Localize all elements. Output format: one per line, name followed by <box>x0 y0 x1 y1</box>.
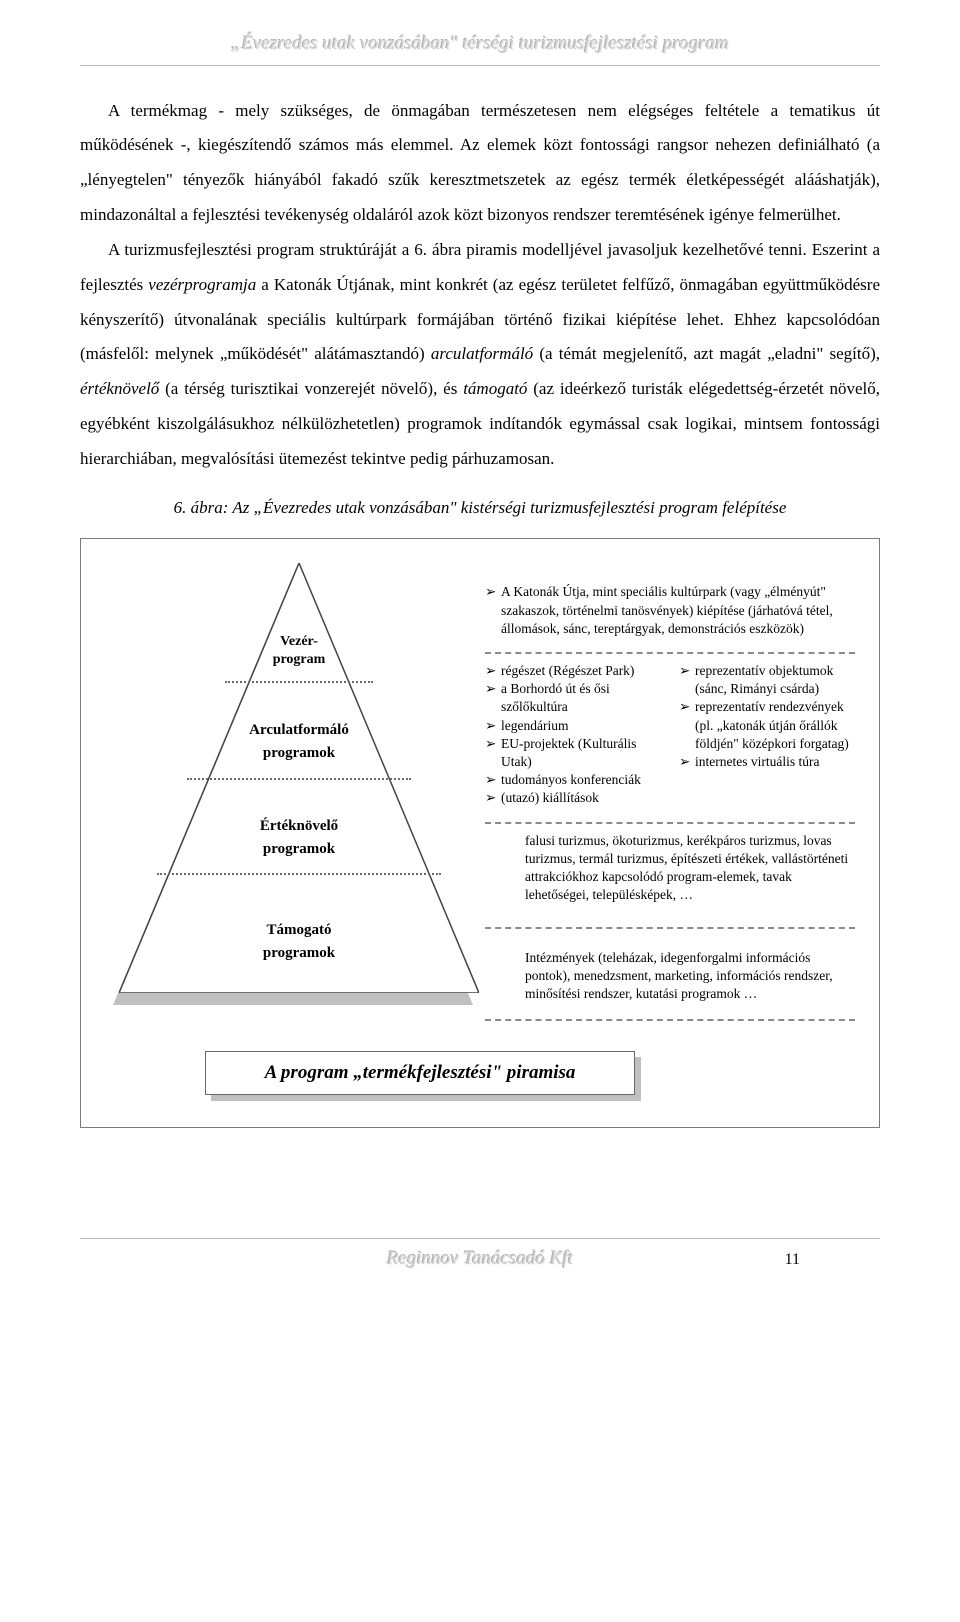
desc-third-text: falusi turizmus, ökoturizmus, kerékpáros… <box>525 833 848 903</box>
p2-em-tamogato: támogató <box>463 379 527 398</box>
pyramid-level-3: Értéknövelő programok <box>119 815 479 860</box>
bullet-line: ➢régészet (Régészet Park) <box>485 662 661 680</box>
desc-sep-3 <box>485 927 855 929</box>
pyramid-diagram: Vezér- program Arculatformáló programok … <box>80 538 880 1128</box>
figure-caption: 6. ábra: Az „Évezredes utak vonzásában" … <box>80 495 880 521</box>
body-text: A termékmag - mely szükséges, de önmagáb… <box>80 94 880 477</box>
p2-span-e: (a témát megjelenítő, azt magát „eladni"… <box>533 344 880 363</box>
bullet-line: ➢legendárium <box>485 717 661 735</box>
pyramid-level-2-l1: Arculatformáló <box>249 722 349 738</box>
bullet-text: reprezentatív objektumok (sánc, Rimányi … <box>695 662 855 698</box>
document-page: „Évezredes utak vonzásában" térségi turi… <box>0 0 960 1314</box>
bullet-line: ➢reprezentatív objektumok (sánc, Rimányi… <box>679 662 855 698</box>
desc-block-mid: ➢régészet (Régészet Park)➢a Borhordó út … <box>485 662 855 808</box>
bullet-arrow-icon: ➢ <box>485 583 501 638</box>
pyramid-level-4: Támogató programok <box>119 919 479 964</box>
desc-block-top: ➢ A Katonák Útja, mint speciális kultúrp… <box>485 583 855 638</box>
bullet-text: EU-projektek (Kulturális Utak) <box>501 735 661 771</box>
footer-brand: Reginnov Tanácsadó Kft <box>387 1245 573 1274</box>
bullet-arrow-icon: ➢ <box>679 662 695 698</box>
bullet-line: ➢EU-projektek (Kulturális Utak) <box>485 735 661 771</box>
bullet-text: a Borhordó út és ősi szőlőkultúra <box>501 680 661 716</box>
bullet-arrow-icon: ➢ <box>485 735 501 771</box>
desc-sep-2 <box>485 822 855 824</box>
pyramid-level-1: Vezér- program <box>119 633 479 668</box>
pyramid-level-2: Arculatformáló programok <box>119 719 479 764</box>
bullet-line: ➢tudományos konferenciák <box>485 771 661 789</box>
bullet-line: ➢internetes virtuális túra <box>679 753 855 771</box>
bullet-arrow-icon: ➢ <box>679 753 695 771</box>
bullet-arrow-icon: ➢ <box>485 680 501 716</box>
desc-sep-1 <box>485 652 855 654</box>
desc-sep-4 <box>485 1019 855 1021</box>
footer-pagenum: 11 <box>785 1248 800 1272</box>
bullet-text: internetes virtuális túra <box>695 753 855 771</box>
p2-em-vezerprogramja: vezérprogramja <box>148 275 256 294</box>
diagram-inner: Vezér- program Arculatformáló programok … <box>95 553 865 1113</box>
bullet-arrow-icon: ➢ <box>679 698 695 753</box>
desc-top-text: A Katonák Útja, mint speciális kultúrpar… <box>501 583 855 638</box>
bullet-line: ➢reprezentatív rendezvények (pl. „katoná… <box>679 698 855 753</box>
desc-mid-left: ➢régészet (Régészet Park)➢a Borhordó út … <box>485 662 661 808</box>
pyramid-caption-box: A program „termékfejlesztési" piramisa <box>205 1051 635 1095</box>
pyramid-level-1-l1: Vezér- <box>280 634 318 649</box>
bullet-line: ➢(utazó) kiállítások <box>485 789 661 807</box>
pyramid-labels: Vezér- program Arculatformáló programok … <box>119 561 479 991</box>
bullet-arrow-icon: ➢ <box>485 662 501 680</box>
desc-mid-right: ➢reprezentatív objektumok (sánc, Rimányi… <box>679 662 855 808</box>
bullet-text: reprezentatív rendezvények (pl. „katonák… <box>695 698 855 753</box>
bullet-text: tudományos konferenciák <box>501 771 661 789</box>
paragraph-2: A turizmusfejlesztési program struktúráj… <box>80 233 880 477</box>
p2-em-erteknovelo: értéknövelő <box>80 379 159 398</box>
header-outline-title: „Évezredes utak vonzásában" térségi turi… <box>80 30 880 59</box>
pyramid-level-3-l1: Értéknövelő <box>260 818 338 834</box>
bullet-text: legendárium <box>501 717 661 735</box>
pyramid-level-1-l2: program <box>273 652 326 667</box>
pyramid-level-4-l1: Támogató <box>267 922 332 938</box>
desc-block-bottom: Intézmények (teleházak, idegenforgalmi i… <box>485 949 855 1004</box>
pyramid-descriptions: ➢ A Katonák Útja, mint speciális kultúrp… <box>485 583 855 1029</box>
p2-span-g: (a térség turisztikai vonzerejét növelő)… <box>159 379 463 398</box>
p2-em-arculatformalo: arculatformáló <box>431 344 533 363</box>
desc-block-third: falusi turizmus, ökoturizmus, kerékpáros… <box>485 832 855 905</box>
footer: Reginnov Tanácsadó Kft 11 <box>80 1238 880 1274</box>
pyramid-level-4-l2: programok <box>263 945 335 961</box>
bullet-text: (utazó) kiállítások <box>501 789 661 807</box>
bullet-arrow-icon: ➢ <box>485 771 501 789</box>
bullet-line: ➢a Borhordó út és ősi szőlőkultúra <box>485 680 661 716</box>
pyramid-level-3-l2: programok <box>263 841 335 857</box>
pyramid-level-2-l2: programok <box>263 745 335 761</box>
bullet-arrow-icon: ➢ <box>485 717 501 735</box>
bullet-arrow-icon: ➢ <box>485 789 501 807</box>
header-rule <box>80 65 880 66</box>
bullet-text: régészet (Régészet Park) <box>501 662 661 680</box>
paragraph-1: A termékmag - mely szükséges, de önmagáb… <box>80 94 880 233</box>
desc-bottom-text: Intézmények (teleházak, idegenforgalmi i… <box>525 950 833 1001</box>
